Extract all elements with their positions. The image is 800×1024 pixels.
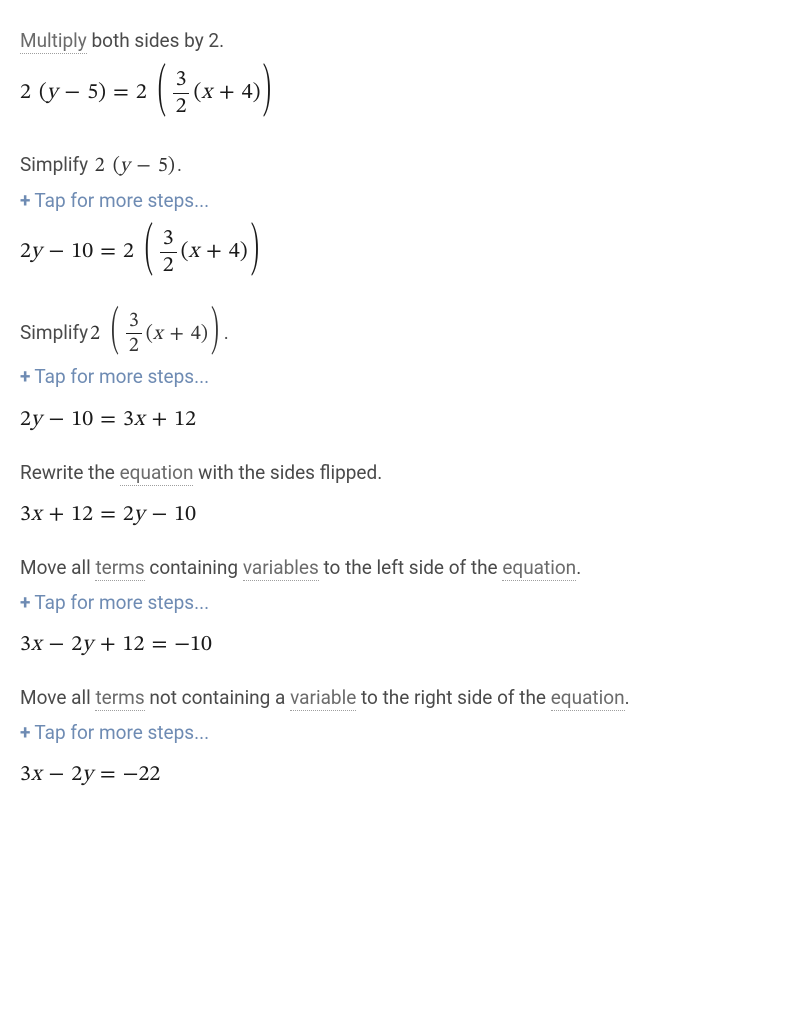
tap-more-1[interactable]: +Tap for more steps... <box>20 188 780 215</box>
inline-math-2y5: 2(y−5) <box>95 152 175 180</box>
equation-6: 3x−2y=−22 <box>20 760 780 791</box>
step-text-1: Multiply both sides by 2. <box>20 28 780 55</box>
step-text-3: Simplify 2 ( 3 2 (x+4) ) . <box>20 311 780 356</box>
fraction-3-2: 3 2 <box>173 69 190 118</box>
step-text-5: Move all terms containing variables to t… <box>20 555 780 582</box>
step-text-4: Rewrite the equation with the sides flip… <box>20 460 780 487</box>
tap-more-3[interactable]: +Tap for more steps... <box>20 590 780 617</box>
tap-more-4[interactable]: +Tap for more steps... <box>20 720 780 747</box>
equation-4: 3x+12=2y−10 <box>20 500 780 531</box>
rparen-big: ) <box>262 53 272 133</box>
equation-2: 2y−10=2 ( 3 2 (x+4) ) <box>20 228 780 277</box>
lparen-big: ( <box>156 53 166 133</box>
step-text-2: Simplify 2(y−5). <box>20 152 780 180</box>
inline-math-frac: 2 ( 3 2 (x+4) ) <box>90 311 222 356</box>
equation-5: 3x−2y+12=−10 <box>20 630 780 661</box>
step1-rest: both sides by 2. <box>87 29 224 52</box>
step-text-6: Move all terms not containing a variable… <box>20 685 780 712</box>
plus-icon: + <box>20 591 30 614</box>
tap-more-2[interactable]: +Tap for more steps... <box>20 364 780 391</box>
equation-1: 2(y−5)=2 ( 3 2 (x+4) ) <box>20 69 780 118</box>
plus-icon: + <box>20 189 30 212</box>
term-multiply: Multiply <box>20 29 87 54</box>
equation-3: 2y−10=3x+12 <box>20 405 780 436</box>
plus-icon: + <box>20 365 30 388</box>
plus-icon: + <box>20 721 30 744</box>
